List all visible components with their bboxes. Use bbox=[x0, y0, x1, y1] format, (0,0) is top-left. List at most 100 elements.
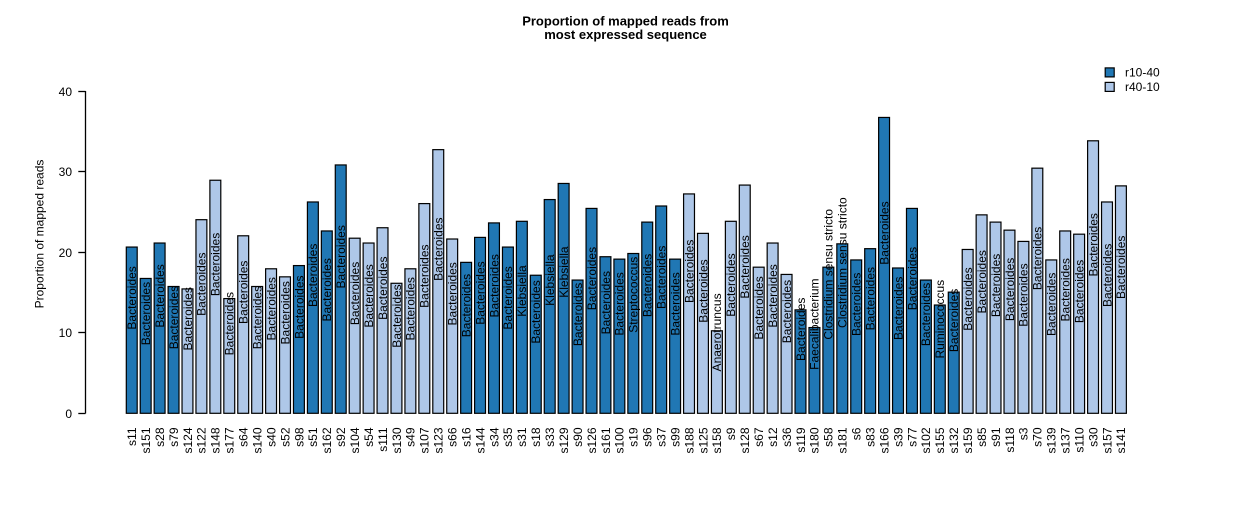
svg-text:s188: s188 bbox=[682, 427, 696, 453]
svg-text:Bacteroides: Bacteroides bbox=[473, 261, 487, 324]
svg-text:s130: s130 bbox=[390, 427, 404, 453]
svg-text:s33: s33 bbox=[543, 427, 557, 447]
svg-text:s64: s64 bbox=[237, 427, 251, 447]
svg-text:Bacteroides: Bacteroides bbox=[320, 258, 334, 321]
svg-text:s36: s36 bbox=[780, 427, 794, 447]
svg-text:Bacteroides: Bacteroides bbox=[766, 264, 780, 327]
svg-text:Bacteroides: Bacteroides bbox=[752, 276, 766, 339]
svg-text:r40-10: r40-10 bbox=[1125, 80, 1160, 94]
svg-text:Clostridium sensu stricto: Clostridium sensu stricto bbox=[822, 209, 836, 340]
svg-text:Bacteroides: Bacteroides bbox=[348, 262, 362, 325]
svg-text:Bacteroides: Bacteroides bbox=[209, 233, 223, 296]
svg-text:Bacteroides: Bacteroides bbox=[961, 267, 975, 330]
svg-text:Bacteroides: Bacteroides bbox=[278, 281, 292, 344]
svg-text:Bacteroides: Bacteroides bbox=[738, 235, 752, 298]
svg-text:Bacteroides: Bacteroides bbox=[1086, 213, 1100, 276]
svg-text:s28: s28 bbox=[153, 427, 167, 447]
svg-text:40: 40 bbox=[59, 85, 73, 99]
svg-text:Bacteroides: Bacteroides bbox=[863, 267, 877, 330]
svg-text:s92: s92 bbox=[334, 427, 348, 447]
svg-text:Bacteroides: Bacteroides bbox=[459, 274, 473, 337]
svg-text:s123: s123 bbox=[432, 427, 446, 453]
svg-text:s140: s140 bbox=[250, 427, 264, 453]
svg-text:Proportion of mapped reads fro: Proportion of mapped reads from bbox=[522, 14, 729, 29]
svg-text:s102: s102 bbox=[919, 427, 933, 453]
svg-text:s6: s6 bbox=[850, 427, 864, 440]
svg-text:s180: s180 bbox=[808, 427, 822, 453]
svg-text:Bacteroides: Bacteroides bbox=[181, 287, 195, 350]
svg-text:Bacteroides: Bacteroides bbox=[376, 257, 390, 320]
svg-text:s158: s158 bbox=[710, 427, 724, 453]
svg-text:s91: s91 bbox=[989, 427, 1003, 447]
svg-text:Bacteroides: Bacteroides bbox=[1114, 236, 1128, 299]
svg-text:s137: s137 bbox=[1059, 427, 1073, 453]
svg-text:Bacteroides: Bacteroides bbox=[1045, 273, 1059, 336]
svg-text:s3: s3 bbox=[1017, 427, 1031, 440]
svg-text:Bacteroides: Bacteroides bbox=[794, 298, 808, 361]
svg-text:s128: s128 bbox=[738, 427, 752, 453]
svg-text:Bacteroides: Bacteroides bbox=[989, 254, 1003, 317]
svg-text:Bacteroides: Bacteroides bbox=[334, 225, 348, 288]
svg-text:s66: s66 bbox=[446, 427, 460, 447]
svg-text:s132: s132 bbox=[947, 427, 961, 453]
svg-text:20: 20 bbox=[59, 246, 73, 260]
svg-text:s49: s49 bbox=[404, 427, 418, 447]
svg-text:Bacteroides: Bacteroides bbox=[1017, 263, 1031, 326]
svg-text:s129: s129 bbox=[557, 427, 571, 453]
svg-text:Bacteroides: Bacteroides bbox=[724, 253, 738, 316]
svg-text:Klebsiella: Klebsiella bbox=[557, 246, 571, 298]
svg-text:Bacteroides: Bacteroides bbox=[418, 244, 432, 307]
svg-text:s181: s181 bbox=[836, 427, 850, 453]
svg-text:Bacteroides: Bacteroides bbox=[682, 240, 696, 303]
svg-text:Bacteroides: Bacteroides bbox=[1072, 260, 1086, 323]
svg-text:Bacteroides: Bacteroides bbox=[891, 277, 905, 340]
svg-text:s161: s161 bbox=[599, 427, 613, 453]
svg-text:Bacteroides: Bacteroides bbox=[641, 254, 655, 317]
svg-text:s40: s40 bbox=[264, 427, 278, 447]
svg-text:s155: s155 bbox=[933, 427, 947, 453]
svg-text:s139: s139 bbox=[1045, 427, 1059, 453]
svg-text:Bacteroides: Bacteroides bbox=[668, 272, 682, 335]
svg-text:Bacteroides: Bacteroides bbox=[446, 262, 460, 325]
svg-text:s148: s148 bbox=[209, 427, 223, 453]
svg-text:Bacteroides: Bacteroides bbox=[139, 282, 153, 345]
svg-text:s30: s30 bbox=[1086, 427, 1100, 447]
svg-text:30: 30 bbox=[59, 165, 73, 179]
svg-text:s100: s100 bbox=[613, 427, 627, 453]
svg-text:s119: s119 bbox=[794, 427, 808, 452]
svg-text:s19: s19 bbox=[627, 427, 641, 447]
svg-text:s162: s162 bbox=[320, 427, 334, 453]
svg-text:s90: s90 bbox=[571, 427, 585, 447]
svg-text:s96: s96 bbox=[641, 427, 655, 447]
svg-text:Bacteroides: Bacteroides bbox=[975, 250, 989, 313]
svg-text:s67: s67 bbox=[752, 427, 766, 447]
svg-text:s144: s144 bbox=[473, 427, 487, 453]
svg-text:Bacteroides: Bacteroides bbox=[905, 247, 919, 310]
svg-text:0: 0 bbox=[65, 407, 72, 421]
svg-text:Bacteroides: Bacteroides bbox=[654, 246, 668, 309]
svg-text:s110: s110 bbox=[1072, 427, 1086, 452]
svg-text:s58: s58 bbox=[822, 427, 836, 447]
svg-text:Bacteroides: Bacteroides bbox=[877, 201, 891, 264]
svg-text:Streptococcus: Streptococcus bbox=[627, 257, 641, 333]
svg-text:Bacteroides: Bacteroides bbox=[1031, 227, 1045, 290]
svg-text:Bacteroides: Bacteroides bbox=[599, 271, 613, 334]
svg-text:s85: s85 bbox=[975, 427, 989, 447]
svg-text:s37: s37 bbox=[654, 427, 668, 447]
svg-text:s77: s77 bbox=[905, 427, 919, 447]
svg-text:s34: s34 bbox=[487, 427, 501, 447]
svg-text:s151: s151 bbox=[139, 427, 153, 453]
svg-text:Ruminococcus: Ruminococcus bbox=[933, 280, 947, 359]
svg-text:s54: s54 bbox=[362, 427, 376, 447]
svg-text:s83: s83 bbox=[863, 427, 877, 447]
svg-text:Bacteroides: Bacteroides bbox=[125, 266, 139, 329]
svg-text:Bacteroides: Bacteroides bbox=[1100, 244, 1114, 307]
svg-text:s35: s35 bbox=[501, 427, 515, 447]
svg-text:Klebsiella: Klebsiella bbox=[543, 254, 557, 306]
svg-text:Bacteroides: Bacteroides bbox=[501, 266, 515, 329]
svg-text:Bacteroides: Bacteroides bbox=[432, 218, 446, 281]
svg-text:Bacteroides: Bacteroides bbox=[696, 259, 710, 322]
svg-text:Bacteroides: Bacteroides bbox=[404, 277, 418, 340]
svg-text:s98: s98 bbox=[292, 427, 306, 447]
svg-text:s126: s126 bbox=[585, 427, 599, 453]
